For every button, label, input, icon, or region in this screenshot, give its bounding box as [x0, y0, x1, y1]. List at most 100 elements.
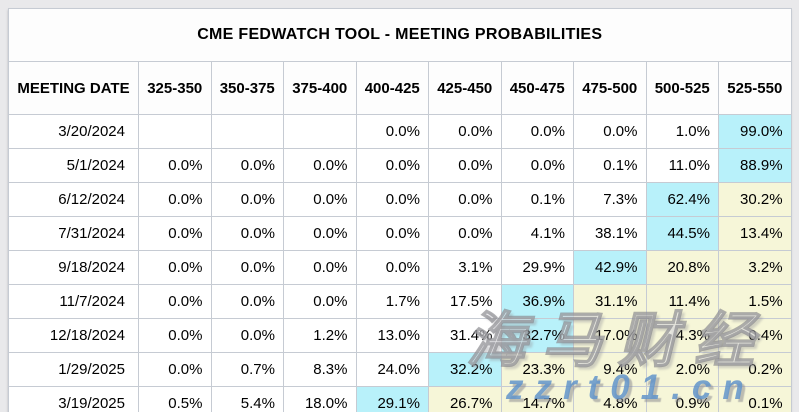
- probability-cell: 32.7%: [500, 318, 574, 353]
- probability-cell: 0.0%: [138, 318, 212, 353]
- probability-cell: 13.0%: [355, 318, 429, 353]
- probability-cell: 17.0%: [573, 318, 647, 353]
- probability-cell: 0.0%: [210, 250, 284, 285]
- probability-cell: 0.0%: [500, 148, 574, 183]
- probability-cell: 0.0%: [355, 148, 429, 183]
- probability-cell: 23.3%: [500, 352, 574, 387]
- meeting-date-cell: 5/1/2024: [8, 148, 139, 183]
- table-row: 3/19/2025 0.5% 5.4% 18.0% 29.1% 26.7% 14.7% 4.8…: [8, 386, 792, 412]
- probability-cell: 0.0%: [210, 216, 284, 251]
- probability-cell: 0.0%: [138, 352, 212, 387]
- probability-cell: 1.2%: [283, 318, 357, 353]
- meeting-date-cell: 9/18/2024: [8, 250, 139, 285]
- probability-cell: 62.4%: [645, 182, 719, 217]
- probability-cell: 7.3%: [573, 182, 647, 217]
- probability-cell: 38.1%: [573, 216, 647, 251]
- probability-cell: 0.1%: [500, 182, 574, 217]
- probability-cell: 0.0%: [138, 148, 212, 183]
- probability-cell: 44.5%: [645, 216, 719, 251]
- table-row: 12/18/2024 0.0% 0.0% 1.2% 13.0% 31.4% 32.7% 17.…: [8, 318, 792, 353]
- table-row: 5/1/2024 0.0% 0.0% 0.0% 0.0% 0.0% 0.0% 0.1% 11.0…: [8, 148, 792, 183]
- col-header-meeting-date: MEETING DATE: [8, 61, 139, 115]
- table-row: 11/7/2024 0.0% 0.0% 0.0% 1.7% 17.5% 36.9% 31.1%…: [8, 284, 792, 319]
- col-header-rate-range: 500-525: [645, 61, 719, 115]
- probability-cell: 29.9%: [500, 250, 574, 285]
- probability-cell: 3.1%: [428, 250, 502, 285]
- probability-cell: 24.0%: [355, 352, 429, 387]
- probability-cell: 5.4%: [210, 386, 284, 412]
- probability-cell: 11.0%: [645, 148, 719, 183]
- meeting-date-cell: 6/12/2024: [8, 182, 139, 217]
- table-row: 9/18/2024 0.0% 0.0% 0.0% 0.0% 3.1% 29.9% 42.9% 2…: [8, 250, 792, 285]
- probability-cell: 0.0%: [283, 284, 357, 319]
- probability-cell: 0.0%: [428, 182, 502, 217]
- probability-cell: 31.1%: [573, 284, 647, 319]
- probability-table-body: 3/20/2024 0.0% 0.0% 0.0% 0.0% 1.0% 99.0% 5/1/20…: [8, 114, 792, 412]
- probability-cell: 0.0%: [210, 182, 284, 217]
- probability-cell: 20.8%: [645, 250, 719, 285]
- probability-cell: 3.2%: [718, 250, 792, 285]
- probability-cell: 99.0%: [718, 114, 792, 149]
- probability-cell: 0.0%: [500, 114, 574, 149]
- meeting-date-cell: 3/19/2025: [8, 386, 139, 412]
- probability-cell: 11.4%: [645, 284, 719, 319]
- table-row: 7/31/2024 0.0% 0.0% 0.0% 0.0% 0.0% 4.1% 38.1% 44…: [8, 216, 792, 251]
- table-row: 3/20/2024 0.0% 0.0% 0.0% 0.0% 1.0% 99.0%: [8, 114, 792, 149]
- probability-cell: 32.2%: [428, 352, 502, 387]
- probability-cell: 0.5%: [138, 386, 212, 412]
- col-header-rate-range: 325-350: [138, 61, 212, 115]
- probability-cell: 0.0%: [138, 182, 212, 217]
- meeting-probabilities-table: CME FEDWATCH TOOL - MEETING PROBABILITIE…: [8, 8, 792, 412]
- col-header-rate-range: 400-425: [355, 61, 429, 115]
- probability-cell: 4.1%: [500, 216, 574, 251]
- meeting-date-cell: 12/18/2024: [8, 318, 139, 353]
- probability-cell: 1.7%: [355, 284, 429, 319]
- probability-cell: [210, 114, 284, 149]
- header-row: MEETING DATE 325-350 350-375 375-400 400-425…: [8, 61, 792, 115]
- fedwatch-probabilities-panel: CME FEDWATCH TOOL - MEETING PROBABILITIE…: [8, 8, 792, 412]
- probability-cell: [138, 114, 212, 149]
- probability-cell: 0.4%: [718, 318, 792, 353]
- probability-cell: 0.0%: [210, 284, 284, 319]
- col-header-rate-range: 525-550: [718, 61, 792, 115]
- probability-cell: 2.0%: [645, 352, 719, 387]
- probability-cell: 0.9%: [645, 386, 719, 412]
- col-header-rate-range: 425-450: [428, 61, 502, 115]
- probability-cell: [283, 114, 357, 149]
- table-row: 6/12/2024 0.0% 0.0% 0.0% 0.0% 0.0% 0.1% 7.3% 62.…: [8, 182, 792, 217]
- probability-cell: 17.5%: [428, 284, 502, 319]
- probability-cell: 0.0%: [573, 114, 647, 149]
- meeting-date-cell: 7/31/2024: [8, 216, 139, 251]
- probability-cell: 0.0%: [138, 216, 212, 251]
- probability-cell: 26.7%: [428, 386, 502, 412]
- probability-cell: 0.0%: [138, 250, 212, 285]
- probability-cell: 0.0%: [428, 216, 502, 251]
- probability-cell: 4.3%: [645, 318, 719, 353]
- table-row: 1/29/2025 0.0% 0.7% 8.3% 24.0% 32.2% 23.3% 9.4%…: [8, 352, 792, 387]
- probability-cell: 14.7%: [500, 386, 574, 412]
- meeting-date-cell: 1/29/2025: [8, 352, 139, 387]
- probability-cell: 0.0%: [283, 216, 357, 251]
- probability-cell: 0.0%: [210, 318, 284, 353]
- probability-cell: 0.0%: [355, 114, 429, 149]
- probability-cell: 18.0%: [283, 386, 357, 412]
- probability-cell: 0.0%: [428, 148, 502, 183]
- probability-cell: 0.0%: [210, 148, 284, 183]
- probability-cell: 0.0%: [283, 250, 357, 285]
- probability-cell: 1.5%: [718, 284, 792, 319]
- probability-cell: 0.7%: [210, 352, 284, 387]
- probability-cell: 0.0%: [283, 148, 357, 183]
- probability-cell: 13.4%: [718, 216, 792, 251]
- probability-cell: 31.4%: [428, 318, 502, 353]
- probability-cell: 30.2%: [718, 182, 792, 217]
- col-header-rate-range: 375-400: [283, 61, 357, 115]
- col-header-rate-range: 350-375: [210, 61, 284, 115]
- probability-cell: 1.0%: [645, 114, 719, 149]
- probability-cell: 9.4%: [573, 352, 647, 387]
- page-title: CME FEDWATCH TOOL - MEETING PROBABILITIE…: [8, 8, 792, 62]
- meeting-date-cell: 11/7/2024: [8, 284, 139, 319]
- title-row: CME FEDWATCH TOOL - MEETING PROBABILITIE…: [8, 8, 792, 62]
- col-header-rate-range: 475-500: [573, 61, 647, 115]
- probability-cell: 0.0%: [355, 216, 429, 251]
- meeting-date-cell: 3/20/2024: [8, 114, 139, 149]
